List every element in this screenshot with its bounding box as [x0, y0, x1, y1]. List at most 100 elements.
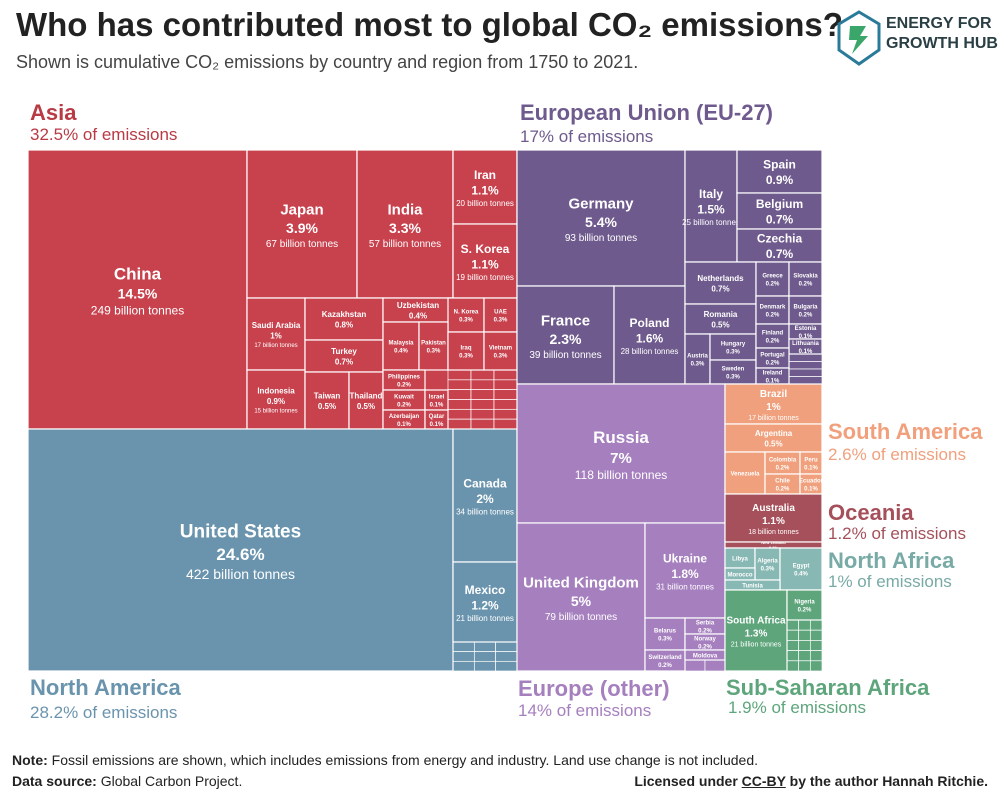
tile-taiwan — [304, 371, 350, 430]
tile-pct-china: 14.5% — [118, 285, 158, 301]
tile-label-ecuador: Ecuador — [799, 479, 824, 485]
tile-label-peru: Peru — [804, 458, 818, 464]
tile-pct-slovakia: 0.2% — [799, 281, 813, 287]
tile-pct-ukraine: 1.8% — [671, 567, 699, 581]
tile-label-thailand: Thailand — [350, 392, 383, 401]
tile-australia — [724, 493, 823, 543]
tile-tonnes-germany: 93 billion tonnes — [565, 233, 637, 244]
tile-pct-peru: 0.1% — [804, 465, 818, 471]
tile-label-belarus: Belarus — [654, 629, 677, 635]
region-label-north-africa: North Africa — [828, 548, 955, 573]
tile-russia — [516, 383, 726, 524]
tile-pct-argentina: 0.5% — [764, 439, 782, 448]
tile-label-saudi-arabia: Saudi Arabia — [252, 321, 301, 330]
tile-label-uzbekistan: Uzbekistan — [397, 301, 439, 310]
energy-hub-logo-icon — [837, 10, 881, 66]
tile-pct-israel: 0.1% — [430, 402, 444, 408]
tile-pct-czechia: 0.7% — [766, 247, 794, 261]
footer-source: Data source: Global Carbon Project. — [12, 773, 242, 789]
tile-tonnes-south-africa: 21 billion tonnes — [731, 641, 782, 648]
small-country-tile — [470, 399, 495, 410]
tile-turkey — [304, 339, 384, 373]
small-country-tile — [473, 651, 497, 662]
tile-pct-mexico: 1.2% — [471, 598, 499, 612]
region-share-oceania: 1.2% of emissions — [828, 524, 966, 543]
tile-pct-australia: 1.1% — [762, 516, 785, 527]
small-country-tile — [798, 629, 811, 641]
tile-pct-algeria: 0.3% — [761, 566, 775, 572]
tile-pct-uae: 0.3% — [494, 317, 508, 323]
tile-label-serbia: Serbia — [696, 621, 715, 627]
tile-tonnes-united-kingdom: 79 billion tonnes — [545, 612, 617, 623]
tile-label-malaysia: Malaysia — [388, 341, 414, 347]
tile-label-chile: Chile — [775, 479, 790, 485]
tile-egypt — [779, 547, 823, 591]
tile-label-egypt: Egypt — [793, 564, 810, 570]
tile-pct-egypt: 0.4% — [794, 571, 808, 577]
energy-hub-logo: ENERGY FOR GROWTH HUB — [836, 10, 998, 70]
region-label-north-america: North America — [30, 675, 182, 700]
license-link[interactable]: CC-BY — [741, 773, 786, 789]
tile-sweden — [709, 359, 757, 385]
small-country-tile — [788, 353, 823, 362]
tile-iraq — [447, 331, 485, 371]
tile-label-nigeria: Nigeria — [794, 600, 815, 606]
tile-label-germany: Germany — [568, 195, 634, 212]
small-country-tile — [809, 650, 823, 662]
tile-label-norway: Norway — [694, 637, 716, 643]
tile-pct-thailand: 0.5% — [357, 402, 375, 411]
tile-label-spain: Spain — [763, 158, 796, 172]
region-label-oceania: Oceania — [828, 500, 914, 525]
tile-pakistan — [418, 321, 449, 371]
tile-pct-saudi-arabia: 1% — [270, 332, 282, 341]
chart-subtitle: Shown is cumulative CO₂ emissions by cou… — [16, 52, 639, 72]
tile-label-finland: Finland — [762, 331, 784, 337]
tile-tonnes-s-korea: 19 billion tonnes — [456, 273, 514, 282]
tile-label-hungary: Hungary — [721, 342, 746, 348]
region-label-sub-saharan-africa: Sub-Saharan Africa — [726, 675, 930, 700]
small-country-tile — [684, 659, 706, 672]
tile-pct-ireland: 0.1% — [766, 378, 780, 384]
small-country-tile — [473, 660, 497, 672]
tile-pct-kazakhstan: 0.8% — [335, 320, 353, 329]
small-country-tile — [786, 640, 800, 651]
source-label: Data source: — [12, 773, 97, 789]
tile-label-lithuania: Lithuania — [792, 341, 819, 347]
small-country-tile — [470, 379, 495, 391]
tile-uae — [483, 297, 518, 333]
tile-tonnes-poland: 28 billion tonnes — [621, 347, 679, 356]
tile-pct-iran: 1.1% — [471, 183, 499, 197]
tile-s-korea — [452, 223, 518, 299]
tile-n-korea — [447, 297, 485, 333]
tile-label-mexico: Mexico — [465, 583, 506, 597]
small-country-tile — [798, 640, 811, 651]
license-post: by the author Hannah Ritchie. — [785, 773, 988, 789]
tile-pct-greece: 0.2% — [766, 281, 780, 287]
tile-pct-qatar: 0.1% — [430, 422, 444, 428]
tile-pct-s-korea: 1.1% — [471, 257, 499, 271]
tile-label-pakistan: Pakistan — [421, 341, 446, 347]
tile-pct-south-africa: 1.3% — [745, 628, 768, 639]
small-country-tile — [447, 389, 472, 400]
tile-czechia — [736, 228, 823, 263]
tile-label-qatar: Qatar — [429, 414, 445, 420]
small-country-tile — [798, 660, 811, 672]
small-country-tile — [452, 641, 475, 653]
small-country-tile — [470, 369, 495, 381]
tile-label-moldova: Moldova — [693, 653, 718, 659]
tile-label-sweden: Sweden — [722, 367, 745, 373]
tile-pct-hungary: 0.3% — [726, 349, 740, 355]
tile-label-canada: Canada — [463, 476, 507, 490]
region-share-sub-saharan-africa: 1.9% of emissions — [728, 698, 866, 717]
small-country-tile — [786, 660, 800, 672]
tile-tonnes-saudi-arabia: 17 billion tonnes — [254, 343, 297, 349]
region-share-south-america: 2.6% of emissions — [828, 445, 966, 464]
tile-malaysia — [382, 321, 420, 371]
tile-pct-n-korea: 0.3% — [459, 317, 473, 323]
small-country-tile — [473, 641, 497, 653]
tile-pct-iraq: 0.3% — [459, 353, 473, 359]
tile-pct-france: 2.3% — [550, 331, 582, 347]
tile-pct-taiwan: 0.5% — [318, 402, 336, 411]
tile-label-russia: Russia — [593, 428, 649, 447]
small-country-tile — [495, 641, 518, 653]
